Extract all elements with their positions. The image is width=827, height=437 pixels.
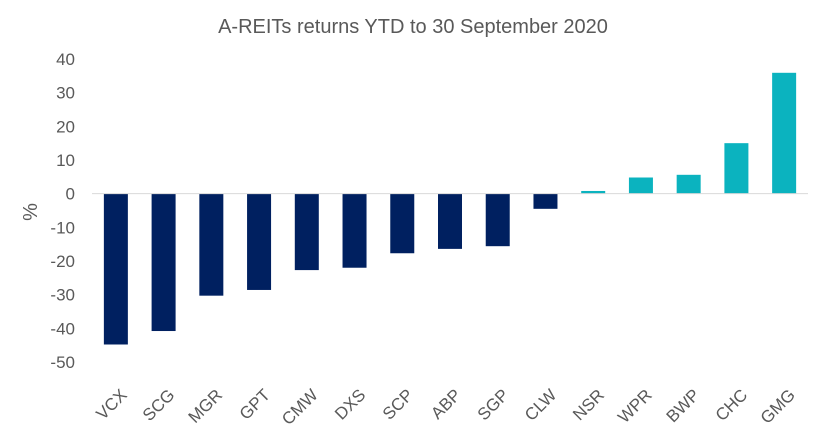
x-category-label: CMW bbox=[278, 385, 321, 428]
x-category-label: ABP bbox=[427, 385, 464, 422]
bar-sgp bbox=[485, 193, 510, 247]
x-category-label: SGP bbox=[474, 385, 513, 424]
bar-scp bbox=[390, 193, 415, 254]
bar-dxs bbox=[342, 193, 367, 268]
y-tick-label: -10 bbox=[50, 218, 75, 237]
y-tick-label: 40 bbox=[56, 50, 75, 69]
bar-clw bbox=[533, 193, 558, 209]
bar-bwp bbox=[676, 174, 701, 194]
x-category-label: NSR bbox=[569, 385, 608, 424]
y-axis-label: % bbox=[20, 203, 42, 221]
bar-abp bbox=[438, 193, 462, 249]
x-category-label: DXS bbox=[331, 385, 369, 423]
x-category-label: VCX bbox=[93, 385, 131, 423]
y-tick-label: 20 bbox=[56, 117, 75, 136]
bar-nsr bbox=[581, 190, 606, 194]
y-tick-label: -40 bbox=[50, 319, 75, 338]
y-axis-ticks: 40 30 20 10 0 -10 -20 -30 -40 -50 bbox=[50, 50, 75, 372]
x-category-label: WPR bbox=[614, 385, 655, 426]
x-category-label: MGR bbox=[185, 385, 226, 426]
chart-title: A-REITs returns YTD to 30 September 2020 bbox=[218, 16, 608, 38]
bar-wpr bbox=[628, 177, 653, 194]
x-axis-categories: VCX SCG MGR GPT CMW DXS SCP ABP SGP CLW NSR WPR BWP C… bbox=[93, 385, 799, 428]
y-tick-label: -30 bbox=[50, 286, 75, 305]
x-category-label: BWP bbox=[663, 385, 704, 426]
y-tick-label: 0 bbox=[66, 185, 75, 204]
x-category-label: SCP bbox=[379, 385, 417, 423]
x-category-label: CHC bbox=[712, 385, 751, 424]
x-category-label: CLW bbox=[521, 385, 560, 424]
y-tick-label: -20 bbox=[50, 252, 75, 271]
bar-vcx bbox=[103, 193, 128, 345]
y-tick-label: 30 bbox=[56, 84, 75, 103]
bar-chc bbox=[724, 143, 749, 194]
bar-scg bbox=[151, 193, 176, 332]
bar-gpt bbox=[247, 193, 272, 290]
bar-mgr bbox=[199, 193, 224, 296]
x-category-label: SCG bbox=[139, 385, 178, 424]
bar-cmw bbox=[294, 193, 319, 271]
y-tick-label: 10 bbox=[56, 151, 75, 170]
bar-gmg bbox=[772, 72, 797, 194]
y-tick-label: -50 bbox=[50, 353, 75, 372]
bars bbox=[103, 72, 797, 345]
x-category-label: GPT bbox=[236, 385, 274, 423]
x-category-label: GMG bbox=[757, 385, 799, 427]
